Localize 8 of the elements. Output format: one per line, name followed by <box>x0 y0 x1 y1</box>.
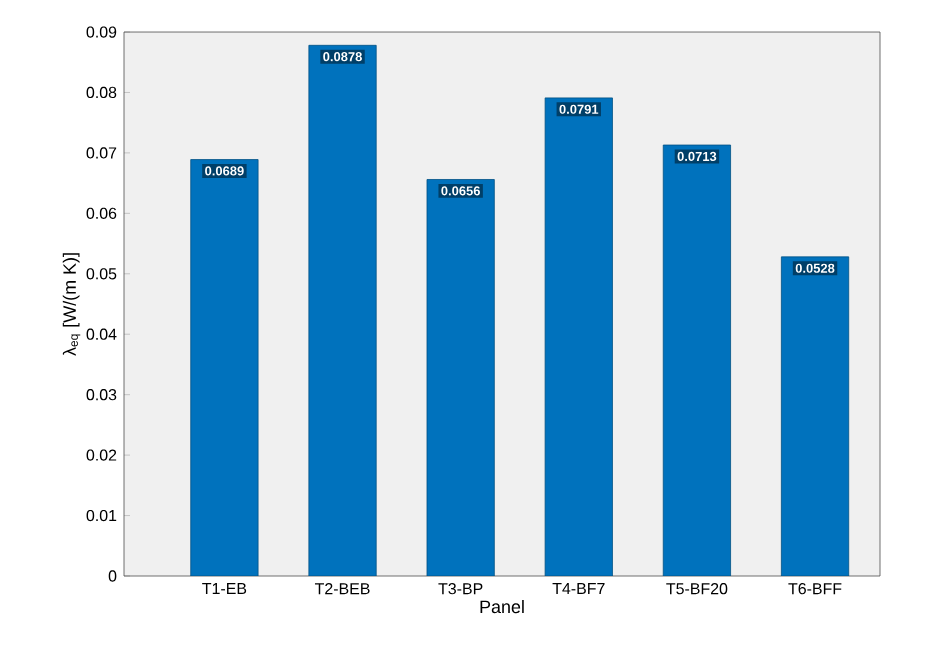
bar <box>662 144 731 576</box>
bar <box>544 97 613 576</box>
bar <box>308 44 377 576</box>
x-axis-title: Panel <box>480 600 524 614</box>
bar <box>190 159 259 576</box>
bar <box>426 179 495 576</box>
y-axis-title: λ$_{eq}$ [W/(m K)] <box>62 253 81 356</box>
bar <box>780 256 850 576</box>
